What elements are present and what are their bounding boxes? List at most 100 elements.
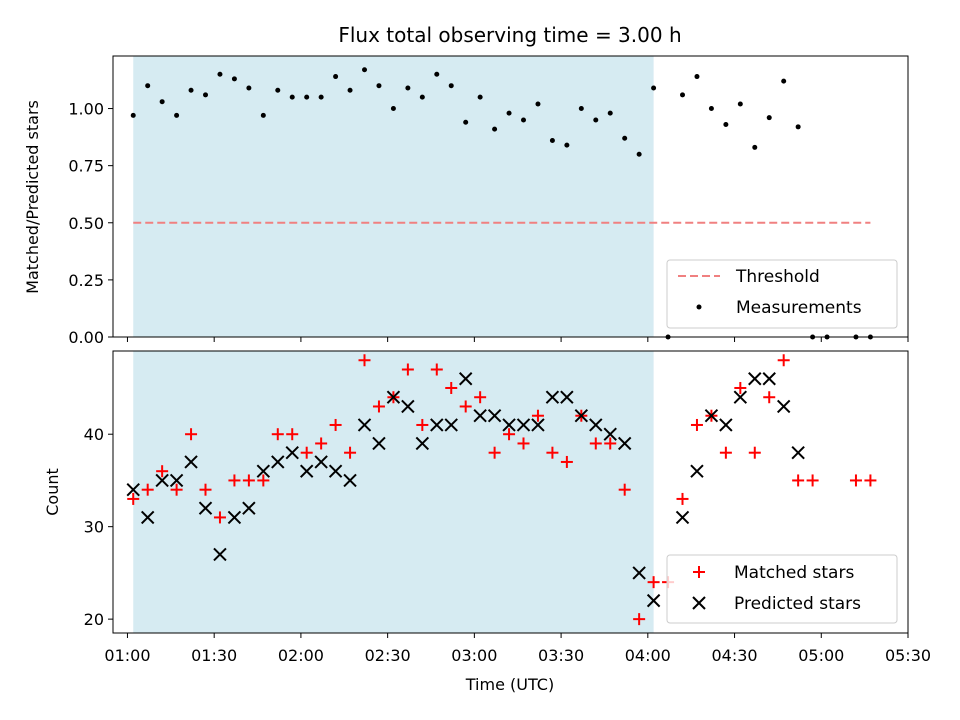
predicted-star-point: [256, 464, 271, 478]
predicted-star-point: [140, 510, 155, 525]
measurement-point: [752, 144, 758, 150]
predicted-star-point: [473, 409, 487, 423]
x-tick-label: 05:30: [885, 646, 931, 665]
measurement-point: [405, 85, 411, 91]
measurement-point: [708, 106, 714, 112]
measurement-point: [260, 112, 266, 118]
matched-star-point: [517, 437, 530, 450]
measurement-point: [304, 94, 310, 100]
measurement-point: [680, 92, 686, 98]
measurement-point: [651, 85, 657, 91]
matched-star-point: [633, 613, 646, 626]
top-y-tick-label: 0.50: [68, 214, 104, 233]
measurement-point: [434, 71, 440, 77]
top-y-ticks: 0.00 0.25 0.50 0.75 1.00: [68, 100, 113, 347]
top-y-axis-label: Matched/Predicted stars: [23, 100, 42, 294]
matched-star-point: [286, 428, 299, 441]
predicted-star-point: [762, 372, 776, 386]
predicted-star-point: [372, 436, 386, 451]
top-y-tick-label: 0.75: [68, 157, 104, 176]
measurement-point: [636, 151, 642, 157]
measurement-point: [390, 106, 396, 112]
top-plot-frame: [112, 55, 909, 338]
predicted-star-point: [502, 418, 516, 432]
matched-star-point: [358, 354, 371, 367]
matched-star-point: [170, 483, 183, 496]
matched-star-point: [560, 455, 573, 468]
measurement-point: [694, 74, 700, 80]
predicted-star-point: [271, 455, 285, 469]
measurement-point: [535, 101, 541, 107]
predicted-star-point: [574, 409, 589, 423]
matched-star-point: [864, 474, 877, 487]
legend-measurements-label: Measurements: [736, 298, 862, 318]
measurement-point: [521, 117, 527, 123]
top-y-tick-label: 0.25: [68, 271, 104, 290]
predicted-star-point: [646, 593, 661, 608]
matched-star-point: [488, 446, 501, 459]
predicted-star-point: [516, 418, 531, 432]
matched-star-point: [777, 354, 790, 367]
matched-star-point: [531, 409, 544, 422]
matched-star-point: [156, 465, 169, 478]
predicted-star-point: [155, 473, 169, 488]
matched-star-point: [589, 437, 602, 450]
measurement-point: [492, 126, 498, 132]
predicted-star-point: [690, 464, 704, 478]
x-tick-label: 01:00: [104, 646, 150, 665]
measurement-point: [246, 85, 252, 91]
matched-star-point: [372, 400, 385, 413]
predicted-star-point: [343, 473, 357, 488]
predicted-star-point: [184, 455, 198, 469]
predicted-star-point: [458, 372, 473, 386]
matched-star-point: [546, 446, 559, 459]
x-tick-label: 04:00: [625, 646, 671, 665]
top-legend: Threshold Measurements: [666, 259, 898, 329]
bottom-legend-box: [666, 554, 898, 624]
measurement-point: [174, 112, 180, 118]
x-tick-label: 01:30: [191, 646, 237, 665]
legend-threshold-label: Threshold: [735, 267, 820, 287]
measurement-point: [578, 106, 584, 112]
matched-star-point: [185, 428, 198, 441]
bottom-panel: 20 30 40 01:00 01:30 02:00 02:30 03:00 03:30 04:…: [43, 350, 931, 694]
legend-predicted-swatch: [692, 596, 706, 610]
predicted-star-point: [589, 418, 603, 432]
legend-matched-label: Matched stars: [734, 563, 854, 583]
predicted-star-point: [169, 473, 184, 488]
bottom-y-tick-label: 20: [84, 610, 104, 629]
measurement-point: [477, 94, 483, 100]
matched-star-point: [213, 511, 226, 524]
top-x-ticks: [126, 337, 909, 342]
top-legend-box: [666, 259, 898, 329]
legend-predicted-label: Predicted stars: [734, 594, 861, 614]
predicted-star-point: [430, 418, 444, 432]
matched-star-point: [271, 428, 284, 441]
matched-star-point: [127, 492, 140, 505]
measurement-point: [275, 87, 281, 93]
x-tick-label: 03:30: [538, 646, 584, 665]
x-tick-label: 03:00: [451, 646, 497, 665]
predicted-star-point: [357, 418, 372, 432]
measurement-point: [564, 142, 570, 148]
predicted-star-point: [487, 409, 502, 423]
matched-star-point: [748, 446, 761, 459]
matched-star-point: [141, 483, 154, 496]
measurement-point: [781, 78, 787, 84]
matched-stars-points: [127, 354, 877, 626]
bottom-y-ticks: 20 30 40: [84, 425, 113, 629]
measurement-point: [622, 135, 628, 141]
matched-star-point: [445, 381, 458, 394]
matched-star-point: [257, 474, 270, 487]
x-tick-label: 02:30: [365, 646, 411, 665]
measurement-point: [506, 110, 512, 116]
top-shaded-span: [133, 56, 654, 337]
matched-star-point: [344, 446, 357, 459]
measurement-points: [130, 67, 873, 340]
predicted-star-point: [748, 372, 762, 386]
predicted-star-point: [386, 390, 401, 404]
chart-title: Flux total observing time = 3.00 h: [338, 23, 681, 47]
measurement-point: [362, 67, 368, 73]
x-tick-label: 02:00: [278, 646, 324, 665]
